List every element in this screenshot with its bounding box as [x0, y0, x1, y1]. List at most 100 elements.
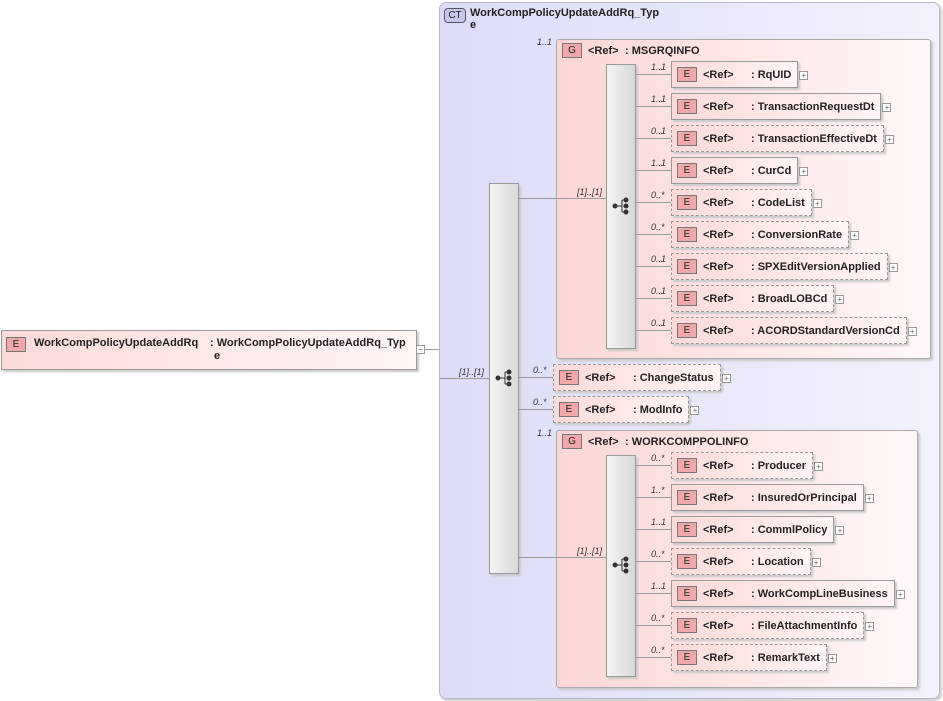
- element-name: : CommlPolicy: [751, 523, 828, 536]
- root-element[interactable]: E WorkCompPolicyUpdateAddRq : WorkCompPo…: [1, 330, 417, 370]
- connector: [635, 330, 671, 331]
- ref-label: <Ref>: [703, 292, 734, 305]
- element-cardinality: 0..*: [533, 365, 547, 375]
- element-badge: E: [677, 490, 697, 505]
- root-element-name: WorkCompPolicyUpdateAddRq: [34, 337, 199, 349]
- expand-toggle[interactable]: +: [827, 654, 837, 663]
- element-box[interactable]: E <Ref>: CurCd: [671, 157, 799, 184]
- element-badge: E: [677, 323, 697, 338]
- expand-toggle[interactable]: +: [811, 558, 821, 567]
- element-badge: E: [677, 522, 697, 537]
- element-box[interactable]: E <Ref>: SPXEditVersionApplied: [671, 253, 888, 280]
- element-name: : BroadLOBCd: [751, 292, 828, 305]
- complex-type-name-line2: e: [470, 19, 477, 31]
- element-badge: E: [677, 650, 697, 665]
- ref-label: <Ref>: [703, 491, 734, 504]
- element-cardinality: 0..*: [651, 222, 665, 232]
- element-badge: E: [677, 99, 697, 114]
- element-cardinality: 0..1: [651, 126, 667, 136]
- element-cardinality: 0..1: [651, 318, 667, 328]
- connector: [518, 377, 553, 378]
- element-box[interactable]: E <Ref>: RemarkText: [671, 644, 827, 671]
- connector: [518, 409, 553, 410]
- connector: [635, 298, 671, 299]
- element-cardinality: 0..*: [651, 645, 665, 655]
- element-box[interactable]: E <Ref>: Location: [671, 548, 811, 575]
- element-cardinality: 1..1: [651, 62, 667, 72]
- element-cardinality: 0..*: [533, 397, 547, 407]
- ref-label: <Ref>: [703, 651, 734, 664]
- element-badge: E: [677, 458, 697, 473]
- ref-label: <Ref>: [703, 587, 734, 600]
- ref-label: <Ref>: [703, 68, 734, 81]
- element-box[interactable]: E <Ref>: ACORDStandardVersionCd: [671, 317, 907, 344]
- ref-label: <Ref>: [703, 619, 734, 632]
- expand-toggle[interactable]: +: [888, 263, 898, 272]
- ref-label: <Ref>: [703, 228, 734, 241]
- element-badge: E: [6, 337, 26, 352]
- element-box[interactable]: E <Ref>: Producer: [671, 452, 814, 479]
- ref-label: <Ref>: [588, 435, 619, 448]
- expand-toggle[interactable]: +: [865, 622, 875, 631]
- element-cardinality: 0..*: [651, 190, 665, 200]
- ref-label: <Ref>: [703, 260, 734, 273]
- element-box[interactable]: E <Ref>: FileAttachmentInfo: [671, 612, 865, 639]
- expand-toggle[interactable]: +: [799, 167, 809, 176]
- element-box[interactable]: E <Ref>: BroadLOBCd: [671, 285, 835, 312]
- ref-label: <Ref>: [703, 164, 734, 177]
- element-badge: E: [677, 227, 697, 242]
- expand-toggle[interactable]: +: [721, 374, 731, 383]
- expand-toggle[interactable]: +: [895, 590, 905, 599]
- expand-toggle[interactable]: +: [882, 103, 892, 112]
- element-box[interactable]: E <Ref>: ConversionRate: [671, 221, 850, 248]
- expand-toggle[interactable]: +: [907, 327, 917, 336]
- expand-toggle[interactable]: +: [864, 494, 874, 503]
- connector: [556, 557, 606, 558]
- element-box[interactable]: E <Ref>: TransactionRequestDt: [671, 93, 882, 120]
- element-badge: E: [677, 163, 697, 178]
- element-cardinality: 1..1: [651, 158, 667, 168]
- element-box[interactable]: E <Ref>: CommlPolicy: [671, 516, 835, 543]
- element-name: : Producer: [751, 459, 807, 472]
- element-box[interactable]: E <Ref>: CodeList: [671, 189, 812, 216]
- element-name: : WorkCompLineBusiness: [751, 587, 888, 600]
- element-box[interactable]: E <Ref>: TransactionEffectiveDt: [671, 125, 884, 152]
- connector: [635, 138, 671, 139]
- expand-toggle[interactable]: +: [690, 406, 700, 415]
- group-badge: G: [562, 43, 582, 58]
- expand-toggle[interactable]: +: [799, 71, 809, 80]
- element-box[interactable]: E <Ref>: ChangeStatus: [553, 364, 721, 391]
- element-cardinality: 1..*: [651, 485, 665, 495]
- connector: [635, 234, 671, 235]
- connector: [635, 625, 671, 626]
- sequence-icon: [612, 556, 629, 574]
- element-badge: E: [677, 554, 697, 569]
- connector: [635, 593, 671, 594]
- connector: [518, 557, 556, 558]
- element-box[interactable]: E <Ref>: WorkCompLineBusiness: [671, 580, 895, 607]
- expand-toggle[interactable]: +: [814, 462, 824, 471]
- group-name: : MSGRQINFO: [625, 44, 700, 57]
- collapse-toggle[interactable]: −: [416, 345, 425, 354]
- element-box[interactable]: E <Ref>: ModInfo: [553, 396, 690, 423]
- expand-toggle[interactable]: +: [812, 199, 822, 208]
- connector: [635, 202, 671, 203]
- element-cardinality: 1..1: [651, 581, 667, 591]
- expand-toggle[interactable]: +: [835, 295, 845, 304]
- group-cardinality: 1..1: [537, 37, 553, 47]
- element-box[interactable]: E <Ref>: RqUID: [671, 61, 799, 88]
- sequence-cardinality: [1]..[1]: [577, 546, 603, 556]
- element-name: : Location: [751, 555, 804, 568]
- connector: [635, 529, 671, 530]
- root-element-type-cont: e: [214, 350, 221, 362]
- ref-label: <Ref>: [585, 371, 616, 384]
- expand-toggle[interactable]: +: [850, 231, 860, 240]
- group-sequence[interactable]: [606, 455, 636, 677]
- ref-label: <Ref>: [703, 100, 734, 113]
- element-badge: E: [677, 131, 697, 146]
- expand-toggle[interactable]: +: [835, 526, 845, 535]
- element-box[interactable]: E <Ref>: InsuredOrPrincipal: [671, 484, 864, 511]
- expand-toggle[interactable]: +: [884, 135, 894, 144]
- connector: [635, 266, 671, 267]
- connector: [518, 198, 556, 199]
